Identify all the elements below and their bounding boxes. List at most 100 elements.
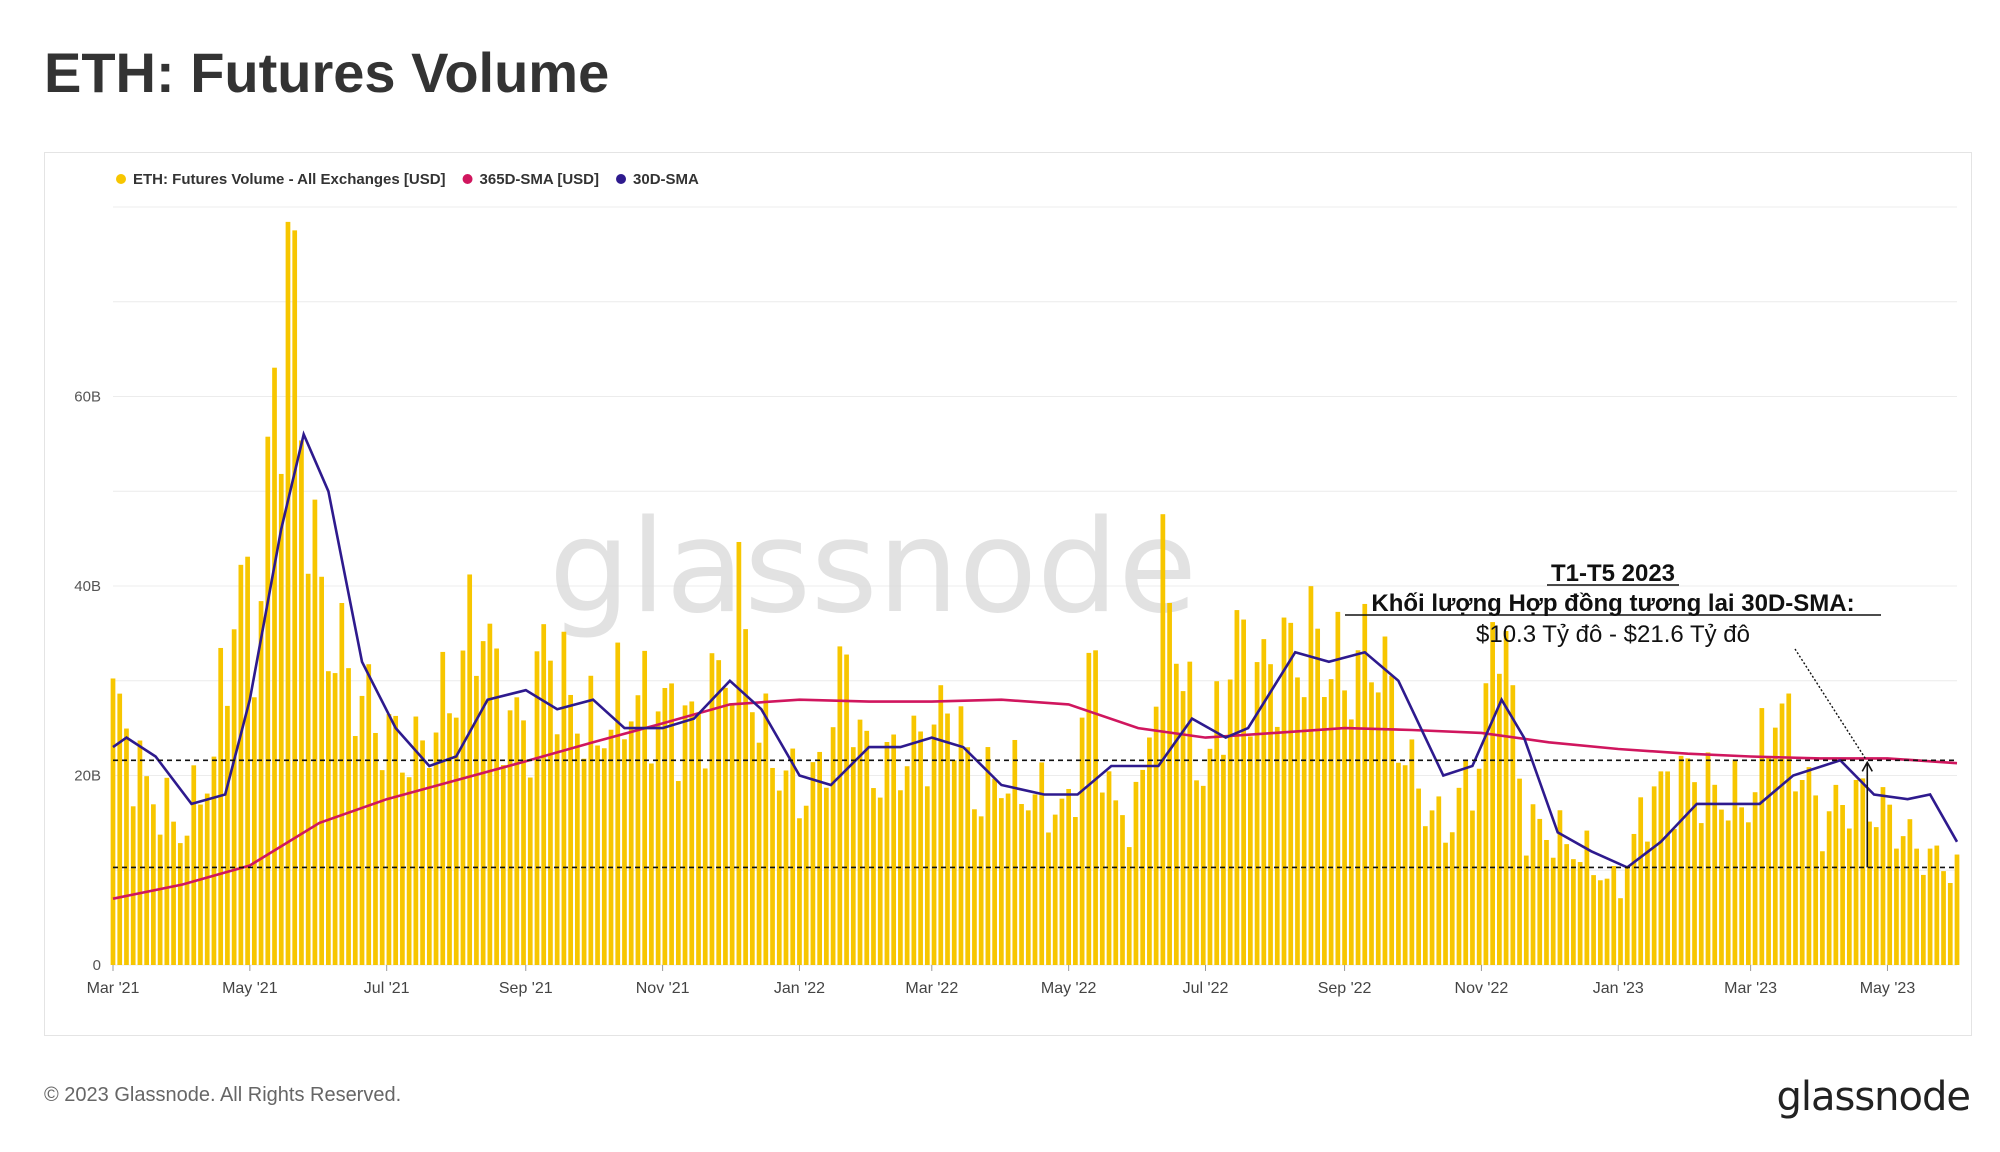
volume-bar	[1059, 798, 1065, 965]
volume-bar	[1483, 683, 1489, 965]
volume-bar	[1920, 874, 1926, 965]
volume-bar	[1873, 827, 1879, 965]
volume-bar	[1160, 514, 1166, 965]
volume-bar	[1577, 862, 1583, 965]
volume-bar	[1571, 859, 1576, 965]
volume-bar	[1322, 697, 1327, 965]
volume-bar	[1624, 866, 1630, 965]
volume-bar	[1685, 758, 1691, 965]
volume-bar	[272, 367, 277, 965]
volume-bar	[319, 576, 324, 965]
volume-bar	[245, 556, 250, 965]
legend-label[interactable]: ETH: Futures Volume - All Exchanges [USD…	[133, 171, 446, 188]
volume-bar	[151, 804, 156, 965]
volume-bar	[231, 629, 237, 965]
volume-bar	[480, 641, 486, 965]
volume-bar	[1261, 639, 1267, 965]
volume-bar	[985, 747, 991, 965]
legend-label[interactable]: 365D-SMA [USD]	[480, 171, 599, 188]
volume-bar	[1927, 848, 1933, 965]
x-tick-label: Jul '21	[364, 980, 410, 997]
volume-bar	[770, 767, 775, 965]
volume-bar	[1638, 797, 1644, 965]
volume-bar	[1382, 636, 1388, 965]
volume-bar	[1288, 622, 1294, 965]
volume-bar	[1537, 818, 1543, 965]
volume-bar	[332, 673, 338, 965]
volume-bar	[1631, 833, 1637, 965]
volume-bar	[1200, 785, 1206, 965]
volume-bar	[1073, 817, 1078, 965]
volume-bar	[514, 697, 520, 965]
volume-bar	[642, 650, 648, 965]
volume-bar	[951, 760, 957, 965]
volume-bar	[1941, 871, 1946, 965]
volume-bar	[1099, 792, 1105, 965]
volume-bar	[756, 742, 762, 965]
volume-bar	[1342, 690, 1347, 965]
volume-bar	[1544, 839, 1549, 965]
volume-bar	[1853, 779, 1859, 965]
volume-bar	[1328, 679, 1334, 965]
volume-bar	[1355, 650, 1361, 965]
volume-bar	[1490, 622, 1495, 965]
y-tick-label: 60B	[74, 389, 101, 406]
y-tick-label: 20B	[74, 768, 101, 785]
volume-bar	[1584, 830, 1590, 965]
x-tick-label: Nov '21	[636, 980, 690, 997]
volume-bar	[1066, 788, 1072, 965]
volume-bar	[1470, 810, 1475, 965]
volume-bar	[628, 721, 634, 965]
volume-bar	[702, 768, 708, 965]
volume-bar	[346, 668, 351, 965]
volume-bar	[130, 806, 136, 965]
volume-bar	[420, 740, 425, 965]
volume-bar	[568, 694, 573, 965]
volume-bar	[1705, 752, 1711, 965]
volume-bar	[400, 772, 405, 965]
volume-bar	[1719, 809, 1724, 965]
legend-label[interactable]: 30D-SMA	[633, 171, 699, 188]
volume-bar	[191, 765, 197, 965]
volume-bar	[339, 602, 345, 965]
volume-bar	[507, 710, 513, 965]
volume-bar	[1120, 815, 1125, 965]
volume-bar	[857, 719, 863, 965]
volume-bar	[527, 777, 533, 965]
watermark: glassnode	[549, 493, 1197, 642]
volume-bar	[1947, 882, 1953, 965]
volume-bar	[453, 717, 459, 965]
glassnode-logo[interactable]: glassnode	[1776, 1074, 1971, 1120]
volume-bar	[1658, 771, 1664, 965]
volume-bar	[1221, 754, 1226, 965]
volume-bar	[164, 777, 170, 965]
volume-bar	[1880, 787, 1886, 965]
volume-bar	[1597, 880, 1603, 965]
volume-bar	[884, 741, 890, 965]
volume-bar	[460, 650, 466, 965]
volume-bar	[945, 713, 950, 965]
line-30d-sma	[112, 430, 1959, 869]
volume-bar	[137, 740, 143, 965]
volume-bar	[1079, 717, 1085, 965]
volume-bar	[1914, 848, 1919, 965]
volume-bar	[541, 624, 547, 965]
volume-bar	[278, 473, 284, 965]
volume-bar	[1752, 792, 1758, 965]
volume-bar	[534, 651, 540, 965]
volume-bar	[258, 601, 264, 965]
x-tick-label: May '23	[1860, 980, 1916, 997]
volume-bar	[1779, 703, 1785, 965]
volume-bar	[729, 705, 735, 965]
volume-bar	[1214, 681, 1220, 965]
x-tick-label: May '21	[222, 980, 278, 997]
volume-bar	[669, 683, 674, 965]
volume-bar	[474, 675, 479, 965]
volume-bar	[265, 436, 271, 966]
volume-bar	[1887, 804, 1893, 965]
volume-bar	[931, 724, 937, 965]
volume-bar	[1698, 823, 1704, 965]
volume-bar	[581, 758, 587, 965]
volume-bar	[1759, 708, 1765, 965]
volume-bar	[1187, 661, 1193, 965]
